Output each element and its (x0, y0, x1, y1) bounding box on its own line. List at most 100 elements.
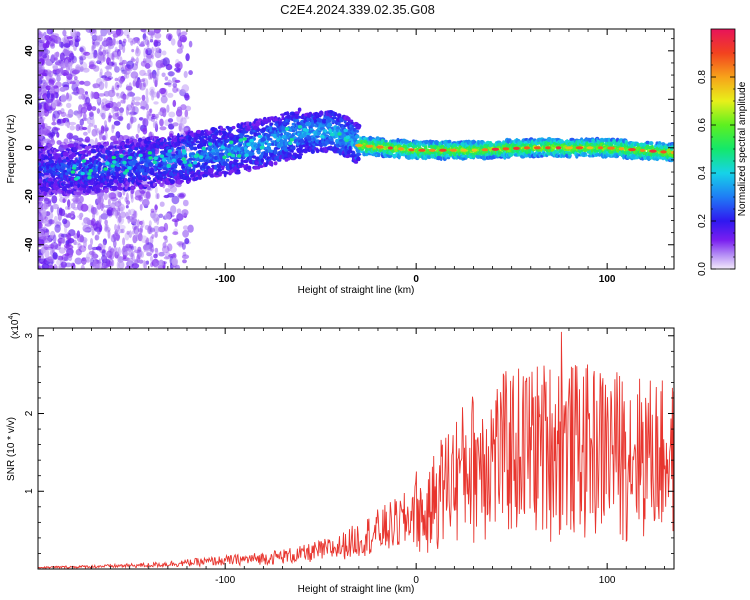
noise-blob (151, 234, 155, 239)
noise-blob (80, 203, 89, 212)
noise-blob (150, 255, 153, 263)
noise-blob (156, 193, 160, 200)
noise-blob (151, 46, 155, 56)
noise-blob (143, 38, 146, 43)
noise-blob (121, 59, 125, 69)
ridge-cell (348, 145, 352, 151)
noise-blob (116, 190, 120, 198)
noise-blob (139, 80, 142, 90)
noise-blob (143, 60, 147, 66)
noise-blob (170, 38, 176, 46)
ridge-cell (266, 137, 273, 141)
ridge-cell (99, 183, 104, 188)
noise-blob (111, 124, 115, 134)
noise-blob (114, 81, 120, 91)
noise-blob (169, 185, 177, 193)
noise-blob (69, 81, 76, 85)
ridge-cell (47, 178, 53, 182)
ridge-cell (255, 121, 261, 127)
noise-blob (142, 77, 145, 83)
noise-blob (130, 102, 134, 108)
noise-blob (78, 125, 84, 131)
noise-blob (158, 251, 165, 257)
noise-blob (80, 106, 88, 114)
ridge-cell (270, 161, 274, 167)
ridge-cell (263, 152, 269, 158)
noise-blob (62, 29, 67, 37)
noise-blob (41, 220, 48, 224)
noise-blob (167, 79, 172, 88)
noise-blob (83, 80, 91, 87)
noise-blob (116, 261, 120, 269)
noise-blob (115, 53, 118, 59)
noise-blob (98, 34, 103, 42)
noise-blob (179, 122, 183, 127)
noise-blob (63, 43, 71, 48)
noise-blob (91, 106, 97, 111)
ridge-cell (63, 181, 66, 185)
noise-blob (81, 222, 87, 226)
noise-blob (117, 199, 121, 204)
noise-scatter (38, 29, 194, 269)
noise-blob (96, 219, 100, 227)
noise-blob (106, 258, 110, 268)
noise-blob (46, 70, 51, 77)
noise-blob (46, 90, 50, 100)
noise-blob (176, 48, 183, 54)
noise-blob (111, 53, 115, 60)
noise-blob (114, 77, 119, 82)
ridge-cell (285, 122, 290, 125)
noise-blob (171, 195, 180, 205)
noise-blob (53, 215, 58, 225)
noise-blob (91, 128, 98, 137)
noise-blob (184, 109, 189, 118)
noise-blob (159, 118, 164, 127)
noise-blob (147, 69, 152, 74)
noise-blob (62, 218, 68, 225)
noise-blob (86, 104, 93, 111)
ridge-cell (198, 175, 202, 180)
noise-blob (163, 222, 169, 232)
noise-blob (182, 259, 187, 264)
ridge-cell (113, 140, 119, 145)
noise-blob (141, 251, 144, 258)
noise-blob (118, 50, 122, 57)
noise-blob (181, 209, 189, 217)
noise-blob (184, 105, 192, 112)
noise-blob (97, 93, 106, 97)
noise-blob (156, 68, 160, 77)
ridge-cell (168, 137, 172, 141)
noise-blob (64, 121, 69, 127)
noise-blob (79, 212, 84, 218)
noise-blob (94, 235, 98, 241)
noise-blob (53, 234, 57, 244)
noise-blob (154, 76, 158, 87)
noise-blob (107, 29, 112, 36)
noise-blob (111, 237, 115, 242)
noise-blob (72, 69, 81, 73)
ridge-cell (297, 107, 302, 112)
noise-blob (97, 59, 100, 64)
noise-blob (57, 212, 62, 221)
noise-blob (98, 196, 102, 204)
noise-blob (116, 84, 120, 88)
noise-blob (94, 124, 97, 129)
noise-blob (83, 131, 88, 136)
ridge-cell (191, 143, 197, 146)
noise-blob (143, 48, 147, 58)
noise-blob (158, 226, 166, 233)
noise-blob (99, 68, 103, 76)
noise-blob (145, 96, 149, 104)
noise-blob (102, 254, 106, 264)
noise-blob (180, 31, 188, 36)
noise-blob (42, 139, 46, 143)
noise-blob (183, 70, 188, 79)
noise-blob (52, 252, 58, 260)
noise-blob (50, 94, 55, 100)
noise-blob (102, 77, 106, 82)
noise-blob (176, 208, 182, 215)
noise-blob (126, 230, 130, 235)
noise-blob (79, 80, 85, 85)
noise-blob (100, 125, 105, 134)
noise-blob (117, 246, 121, 257)
